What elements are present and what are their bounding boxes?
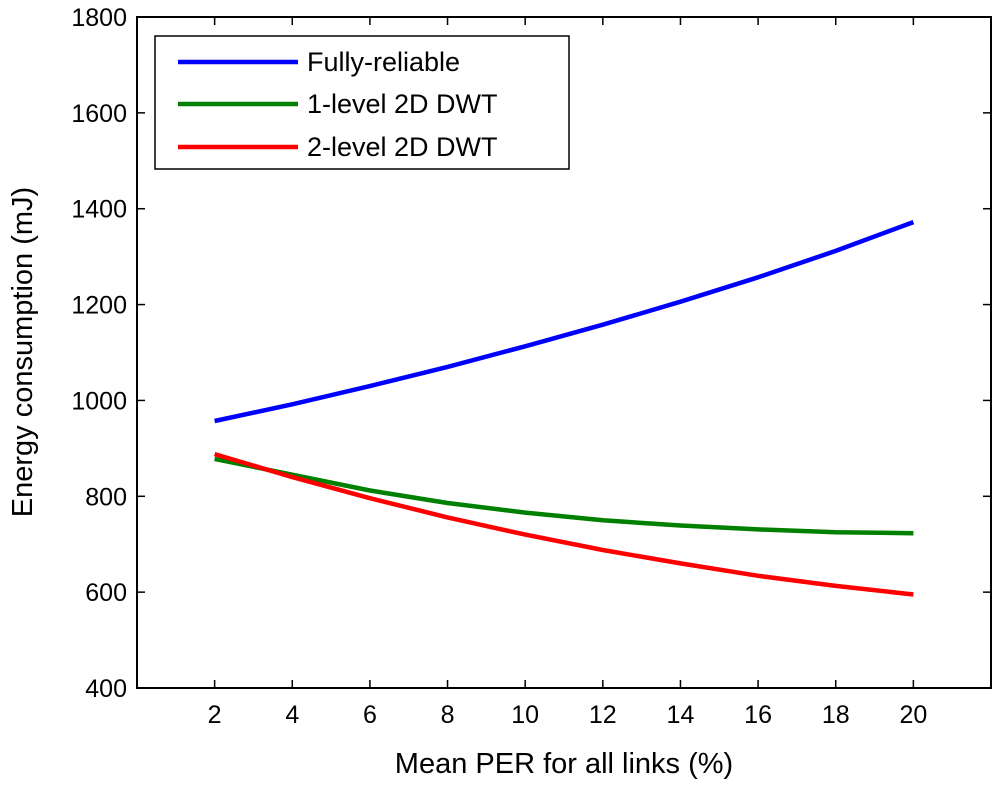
y-tick-label-800: 800: [85, 483, 127, 511]
x-tick-label-2: 2: [208, 701, 222, 729]
x-tick-label-14: 14: [667, 701, 695, 729]
x-tick-label-16: 16: [744, 701, 772, 729]
y-tick-label-1200: 1200: [71, 292, 127, 320]
y-axis-ticks: 400 600 800 1000 1200 1400 1600 1800: [71, 4, 991, 703]
y-tick-label-400: 400: [85, 675, 127, 703]
x-tick-label-20: 20: [899, 701, 927, 729]
x-tick-label-6: 6: [363, 701, 377, 729]
x-tick-label-18: 18: [822, 701, 850, 729]
y-tick-label-1600: 1600: [71, 100, 127, 128]
series-line-1-level-2d-dwt: [214, 456, 914, 536]
x-tick-label-4: 4: [285, 701, 299, 729]
x-tick-label-12: 12: [589, 701, 617, 729]
y-tick-label-1000: 1000: [71, 387, 127, 415]
series-line-fully-reliable: [214, 219, 915, 424]
y-axis-label: Energy consumption (mJ): [7, 187, 39, 517]
series-line-2-level-2d-dwt: [213, 451, 914, 597]
x-tick-label-10: 10: [511, 701, 539, 729]
legend-label-1-level-2d-dwt: 1-level 2D DWT: [307, 89, 498, 119]
legend-label-2-level-2d-dwt: 2-level 2D DWT: [307, 132, 498, 162]
legend: Fully-reliable 1-level 2D DWT 2-level 2D…: [154, 35, 570, 170]
legend-label-fully-reliable: Fully-reliable: [307, 47, 460, 77]
x-axis-label: Mean PER for all links (%): [395, 748, 733, 780]
x-axis-ticks: 2 4 6 8 10 12 14 16 18 20: [208, 17, 927, 729]
y-tick-label-1800: 1800: [71, 4, 127, 32]
x-tick-label-8: 8: [441, 701, 455, 729]
y-tick-label-600: 600: [85, 579, 127, 607]
y-tick-label-1400: 1400: [71, 196, 127, 224]
series-lines: [213, 219, 915, 597]
